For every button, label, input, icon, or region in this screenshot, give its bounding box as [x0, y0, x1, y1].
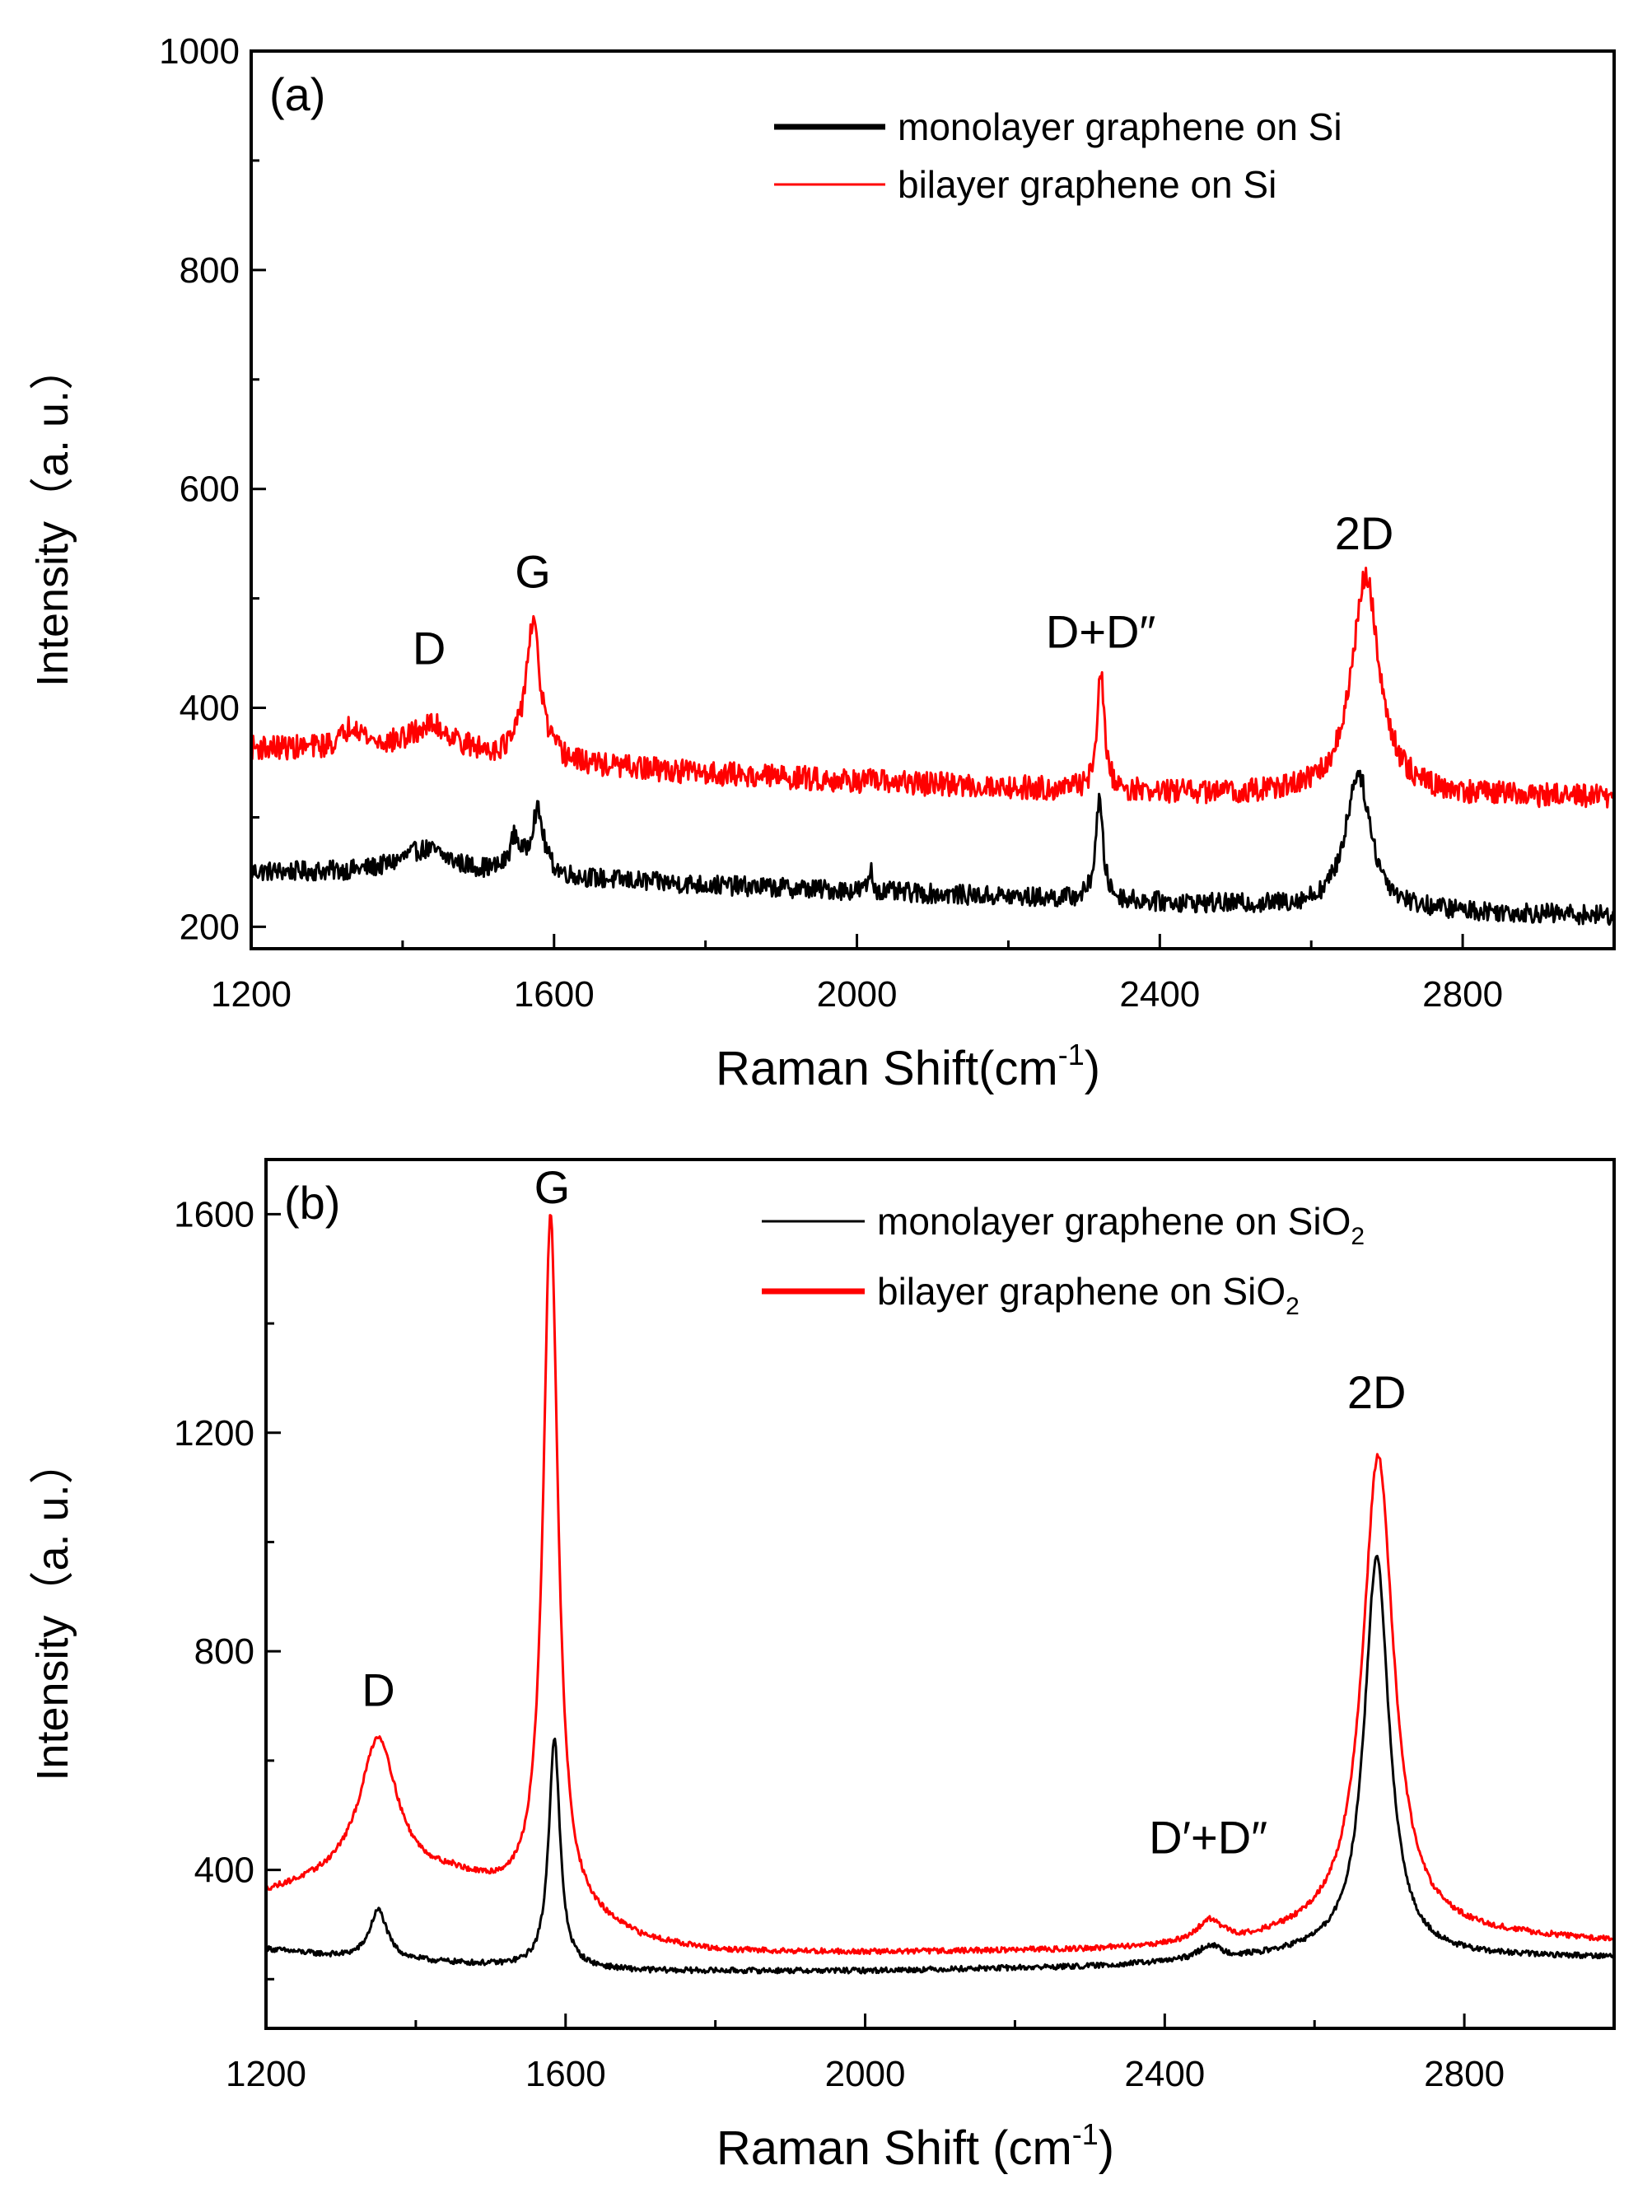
legend-label: monolayer graphene on SiO2	[877, 1200, 1365, 1250]
legend-label-text: monolayer graphene on Si	[898, 105, 1342, 148]
y-tick-label: 600	[180, 469, 240, 510]
peak-annotation: D	[362, 1664, 394, 1716]
series-line-monolayer	[266, 1555, 1614, 1975]
legend-label: monolayer graphene on Si	[898, 105, 1342, 148]
x-tick-label: 1200	[211, 974, 292, 1015]
legend-label-sub: 2	[1286, 1293, 1300, 1320]
x-axis-label-tail: )	[1099, 2121, 1114, 2175]
y-tick-label: 1000	[159, 31, 240, 72]
panel-a-chart: 1200 1600 2000 2400 2800 200 400 600 800 1000 Rama…	[28, 31, 1616, 1095]
series-line-monolayer	[251, 769, 1614, 926]
panel-label: (b)	[284, 1177, 340, 1229]
x-tick-label: 1600	[525, 2054, 606, 2094]
x-axis-label: Raman Shift (cm-1)	[716, 2117, 1114, 2175]
panel-label: (a)	[269, 68, 325, 120]
x-tick-label: 2400	[1119, 974, 1200, 1015]
legend-label-text: bilayer graphene on Si	[898, 163, 1276, 206]
x-tick-label: 2800	[1424, 2054, 1505, 2094]
x-axis-label-tail: )	[1085, 1042, 1100, 1095]
y-tick-label: 1200	[174, 1413, 254, 1454]
x-tick-label: 1200	[226, 2054, 306, 2094]
x-tick-label: 2000	[825, 2054, 906, 2094]
legend-label: bilayer graphene on SiO2	[877, 1270, 1300, 1320]
x-tick-label: 1600	[514, 974, 595, 1015]
legend-label-text: monolayer graphene on SiO	[877, 1200, 1351, 1243]
plot-frame	[264, 1158, 1616, 2030]
legend-label: bilayer graphene on Si	[898, 163, 1276, 206]
x-axis-label-sup: -1	[1058, 1038, 1085, 1071]
x-axis-label-main: Raman Shift (cm	[716, 2121, 1072, 2175]
y-tick-label: 1600	[174, 1194, 254, 1234]
peak-annotation: D′+D″	[1149, 1812, 1267, 1864]
panel-b-chart: 1200 1600 2000 2400 2800 400 800 1200 1600 Raman …	[28, 1158, 1616, 2175]
peak-annotation: 2D	[1335, 507, 1394, 559]
y-tick-label: 200	[180, 907, 240, 947]
x-axis-label: Raman Shift(cm-1)	[716, 1038, 1100, 1095]
peak-annotation: D	[413, 622, 446, 674]
peak-annotation: D+D″	[1046, 605, 1155, 657]
legend-label-text: bilayer graphene on SiO	[877, 1270, 1286, 1313]
x-tick-label: 2000	[817, 974, 898, 1015]
x-tick-label: 2400	[1124, 2054, 1205, 2094]
y-tick-label: 800	[180, 250, 240, 291]
y-tick-label: 400	[180, 688, 240, 729]
y-axis-label: Intensity（a. u.）	[28, 1440, 77, 1780]
peak-annotation: G	[515, 545, 551, 597]
y-axis-label: Intensity（a. u.）	[28, 346, 77, 687]
series-line-bilayer	[251, 567, 1614, 809]
y-tick-label: 400	[194, 1850, 254, 1891]
series-line-bilayer	[266, 1214, 1614, 1955]
legend-label-sub: 2	[1351, 1223, 1365, 1250]
series-group	[266, 1214, 1614, 1975]
x-axis-label-main: Raman Shift(cm	[716, 1042, 1058, 1095]
y-tick-label: 800	[194, 1631, 254, 1672]
x-tick-label: 2800	[1422, 974, 1503, 1015]
series-group	[251, 567, 1614, 926]
x-axis-label-sup: -1	[1072, 2117, 1099, 2151]
plot-frame	[250, 49, 1616, 950]
peak-annotation: 2D	[1347, 1366, 1407, 1418]
peak-annotation: G	[534, 1161, 571, 1213]
